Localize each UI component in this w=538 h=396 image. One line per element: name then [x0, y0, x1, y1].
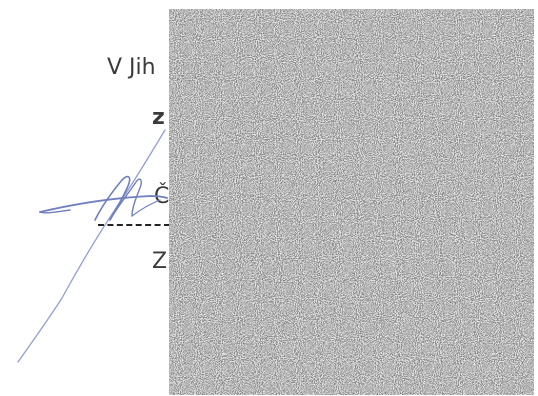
document-line-4: Z	[152, 249, 168, 274]
document-line-1: V Jih	[107, 55, 156, 80]
signature-dashed-line	[98, 224, 170, 226]
document-line-2: z	[152, 105, 165, 130]
noise-redaction-block	[169, 9, 534, 395]
